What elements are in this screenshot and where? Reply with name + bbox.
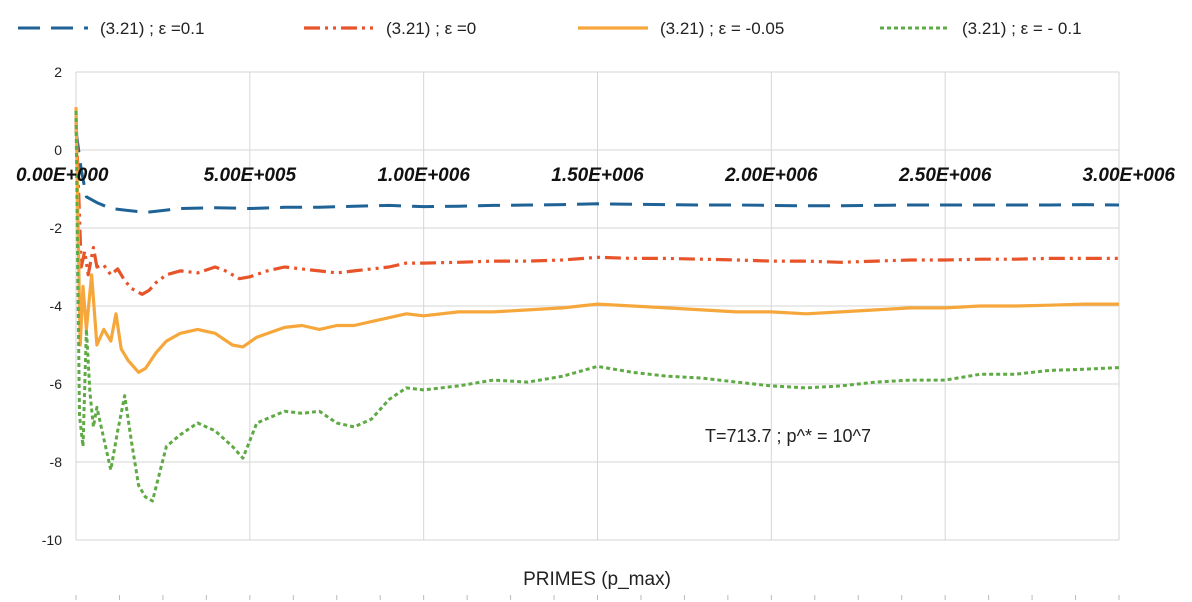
series-line-1 [74,118,1119,296]
legend-item-0: (3.21) ; ε =0.1 [18,19,204,38]
x-tick-label: 5.00E+005 [204,165,297,186]
legend-item-2: (3.21) ; ε = -0.05 [578,19,784,38]
y-tick-label: -6 [50,376,63,392]
series-layer [74,107,1120,503]
x-tick-label: 1.50E+006 [551,165,644,186]
x-axis-tick-labels: 0.00E+000 5.00E+005 1.00E+006 1.50E+006 2.00… [16,165,1175,186]
legend-label: (3.21) ; ε = -0.05 [660,19,784,38]
y-axis-ticks: 2 0 -2 -4 -6 -8 -10 [42,64,62,548]
legend: (3.21) ; ε =0.1 (3.21) ; ε =0 (3.21) ; ε =… [18,19,1082,38]
y-tick-label: 0 [54,142,62,158]
legend-label: (3.21) ; ε = - 0.1 [962,19,1082,38]
plot-area: 2 0 -2 -4 -6 -8 -10 0.00E+000 5.00E+005 1.00E+00… [16,64,1175,600]
grid [75,71,1120,541]
x-axis-bottom-ticks [75,595,1120,600]
x-tick-label: 2.50E+006 [898,165,992,186]
legend-item-3: (3.21) ; ε = - 0.1 [880,19,1082,38]
series-line-0 [74,130,1120,214]
y-tick-label: -4 [50,298,63,314]
x-axis-title: PRIMES (p_max) [523,569,671,590]
x-tick-label: 2.00E+006 [724,165,818,186]
y-tick-label: -2 [50,220,63,236]
y-tick-label: -8 [50,454,63,470]
x-tick-label: 1.00E+006 [377,165,470,186]
legend-label: (3.21) ; ε =0 [386,19,476,38]
series-line-3 [74,110,1120,503]
series-line-2 [74,107,1119,374]
legend-item-1: (3.21) ; ε =0 [304,19,476,38]
legend-label: (3.21) ; ε =0.1 [100,19,204,38]
chart-annotation: T=713.7 ; p^* = 10^7 [705,426,871,446]
y-tick-label: 2 [54,64,62,80]
y-tick-label: -10 [42,532,62,548]
x-tick-label: 0.00E+000 [16,165,109,186]
x-tick-label: 3.00E+006 [1083,165,1176,186]
